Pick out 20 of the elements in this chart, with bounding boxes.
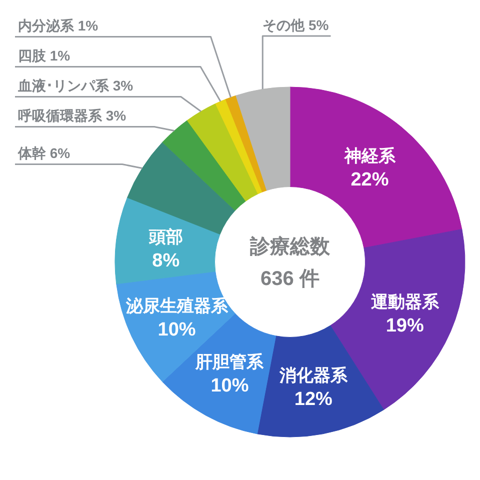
data-label: 19% (386, 316, 424, 337)
text: 診療総数 (249, 235, 331, 258)
slice-label: 泌尿生殖器系 (124, 296, 229, 316)
slice-label: 頭部 (148, 227, 183, 246)
slice-label: 体幹 6% (17, 145, 71, 162)
data-label: 12% (294, 388, 333, 410)
slice-label: その他 5% (262, 17, 330, 33)
slice-label: 呼吸循環器系 3% (18, 108, 127, 124)
slice-label: 神経系 (343, 146, 396, 166)
slice-label: 血液･リンパ系 3% (17, 78, 134, 94)
data-label: 10% (210, 376, 249, 397)
slice-label: 四肢 1% (18, 48, 71, 64)
slice-label: 肝胆管系 (194, 352, 265, 372)
slice-label: 内分泌系 1% (18, 18, 99, 34)
text: 636 件 (260, 268, 320, 290)
slice-label: 消化器系 (278, 366, 348, 385)
data-label: 22% (350, 170, 389, 191)
data-label: 8% (152, 250, 180, 272)
data-label: 10% (158, 319, 196, 340)
slice-label: 運動器系 (370, 292, 440, 312)
